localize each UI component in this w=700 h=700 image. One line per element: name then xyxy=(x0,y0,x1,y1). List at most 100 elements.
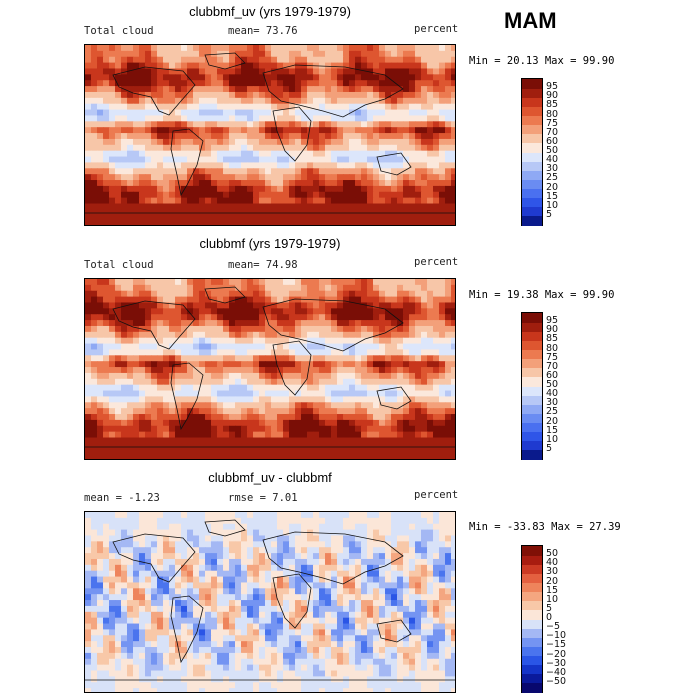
map-cell xyxy=(349,361,356,368)
map-cell xyxy=(247,56,254,64)
map-cell xyxy=(199,115,206,122)
map-cell xyxy=(283,512,290,519)
map-cell xyxy=(181,425,188,433)
map-cell xyxy=(307,50,314,58)
map-cell xyxy=(361,535,368,542)
map-cell xyxy=(91,191,98,199)
map-cell xyxy=(157,215,164,222)
map-cell xyxy=(127,97,134,105)
map-cell xyxy=(199,180,206,187)
map-cell xyxy=(151,121,158,128)
map-cell xyxy=(253,529,260,537)
map-cell xyxy=(433,553,440,560)
map-cell xyxy=(433,284,440,292)
map-cell xyxy=(277,296,284,304)
map-cell xyxy=(319,185,326,193)
map-cell xyxy=(265,547,272,554)
map-cell xyxy=(331,203,338,210)
map-cell xyxy=(241,396,248,403)
map-cell xyxy=(211,121,218,128)
map-cell xyxy=(199,174,206,181)
map-cell xyxy=(391,361,398,368)
map-cell xyxy=(313,290,320,298)
map-cell xyxy=(373,535,380,542)
map-cell xyxy=(145,355,152,362)
panel-2-minmax: Min = 19.38 Max = 99.90 xyxy=(469,289,615,301)
map-cell xyxy=(163,62,170,70)
map-cell xyxy=(151,308,158,315)
map-cell xyxy=(439,431,446,439)
map-cell xyxy=(253,372,260,380)
map-cell xyxy=(415,361,422,368)
map-cell xyxy=(229,576,236,584)
map-cell xyxy=(85,50,92,58)
map-cell xyxy=(271,296,278,304)
map-cell xyxy=(259,284,266,292)
map-cell xyxy=(127,197,134,205)
map-cell xyxy=(91,611,98,619)
map-cell xyxy=(115,425,122,433)
map-cell xyxy=(277,564,284,572)
map-cell xyxy=(301,541,308,548)
map-cell xyxy=(91,156,98,164)
map-cell xyxy=(361,97,368,105)
map-cell xyxy=(91,588,98,595)
map-cell xyxy=(307,523,314,531)
map-cell xyxy=(163,138,170,146)
map-cell xyxy=(157,279,164,286)
map-cell xyxy=(247,570,254,578)
map-cell xyxy=(235,355,242,362)
map-cell xyxy=(193,50,200,58)
map-cell xyxy=(157,361,164,368)
map-cell xyxy=(85,408,92,415)
map-cell xyxy=(439,279,446,286)
map-cell xyxy=(361,115,368,122)
map-cell xyxy=(337,91,344,99)
map-cell xyxy=(97,180,104,187)
colorbar-box xyxy=(522,161,542,171)
map-cell xyxy=(229,191,236,199)
map-cell xyxy=(235,512,242,519)
map-cell xyxy=(433,449,440,456)
map-cell xyxy=(325,80,332,87)
map-cell xyxy=(367,547,374,554)
map-cell xyxy=(217,156,224,164)
map-cell xyxy=(223,343,230,351)
map-cell xyxy=(283,86,290,93)
map-cell xyxy=(211,337,218,345)
map-cell xyxy=(91,180,98,187)
map-cell xyxy=(349,437,356,444)
map-cell xyxy=(271,419,278,427)
map-cell xyxy=(253,91,260,99)
map-cell xyxy=(397,80,404,87)
map-cell xyxy=(409,449,416,456)
map-cell xyxy=(445,290,452,298)
map-cell xyxy=(97,535,104,542)
map-cell xyxy=(121,296,128,304)
map-cell xyxy=(355,331,362,339)
map-cell xyxy=(421,384,428,392)
map-cell xyxy=(187,320,194,327)
map-cell xyxy=(361,425,368,433)
map-cell xyxy=(271,564,278,572)
map-cell xyxy=(91,553,98,560)
map-cell xyxy=(241,133,248,140)
map-cell xyxy=(439,355,446,362)
map-cell xyxy=(451,576,455,584)
map-cell xyxy=(211,325,218,333)
map-cell xyxy=(265,191,272,199)
map-cell xyxy=(85,576,92,584)
map-cell xyxy=(235,402,242,409)
map-cell xyxy=(145,174,152,181)
map-cell xyxy=(235,594,242,601)
map-cell xyxy=(115,203,122,210)
map-cell xyxy=(85,419,92,427)
map-cell xyxy=(127,558,134,566)
map-cell xyxy=(313,45,320,52)
map-cell xyxy=(361,594,368,601)
map-cell xyxy=(415,56,422,64)
map-cell xyxy=(433,419,440,427)
map-cell xyxy=(433,425,440,433)
map-cell xyxy=(109,133,116,140)
map-cell xyxy=(427,191,434,199)
